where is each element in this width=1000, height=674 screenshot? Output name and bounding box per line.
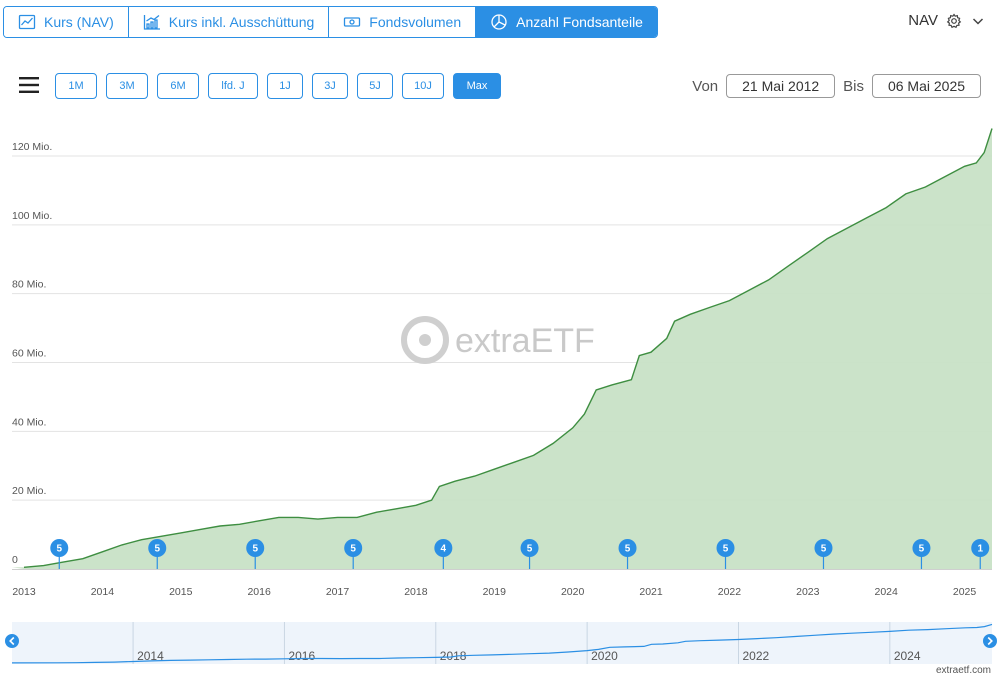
range-button-1j[interactable]: 1J xyxy=(267,73,303,99)
x-tick-label: 2016 xyxy=(247,586,271,598)
x-tick-label: 2013 xyxy=(12,586,36,598)
area-fill xyxy=(12,128,992,569)
navigator-series-line xyxy=(11,623,993,664)
range-button-3j[interactable]: 3J xyxy=(312,73,348,99)
navigator-left-handle[interactable] xyxy=(5,634,19,648)
x-tick-label: 2019 xyxy=(483,586,507,598)
tab-label: Kurs inkl. Ausschüttung xyxy=(168,14,315,30)
event-marker[interactable]: 5 xyxy=(344,539,363,569)
range-button-1m[interactable]: 1M xyxy=(55,73,97,99)
y-tick-label: 60 Mio. xyxy=(12,348,46,360)
event-marker-label: 5 xyxy=(350,544,356,555)
shares-outstanding-chart: 020 Mio.40 Mio.60 Mio.80 Mio.100 Mio.120… xyxy=(5,128,997,674)
range-selector: 1M 3M 6M lfd. J 1J 3J 5J 10J Max xyxy=(55,73,501,99)
event-marker[interactable]: 5 xyxy=(148,539,167,569)
date-range: Von 21 Mai 2012 Bis 06 Mai 2025 xyxy=(692,74,981,98)
event-marker-label: 5 xyxy=(723,544,729,555)
event-marker-label: 5 xyxy=(625,544,631,555)
x-tick-label: 2020 xyxy=(561,586,585,598)
event-marker[interactable]: 5 xyxy=(50,539,69,569)
event-marker[interactable]: 5 xyxy=(618,539,637,569)
y-tick-label: 0 xyxy=(12,554,18,566)
y-axis: 0 20 Mio. 40 Mio. 60 Mio. 80 Mio. 100 Mio. 120… xyxy=(12,141,52,566)
line-chart-icon xyxy=(18,14,36,30)
credit-text: extraetf.com xyxy=(936,665,991,674)
navigator-tick-label: 2018 xyxy=(440,649,467,663)
y-tick-label: 20 Mio. xyxy=(12,485,46,497)
watermark: extraETF xyxy=(455,322,595,360)
hamburger-menu-icon[interactable] xyxy=(19,76,39,94)
nav-selector-label: NAV xyxy=(908,12,938,29)
tab-label: Kurs (NAV) xyxy=(44,14,114,30)
from-label: Von xyxy=(692,77,719,95)
event-markers: 5 5 5 5 4 5 5 5 5 5 1 xyxy=(50,539,990,569)
x-tick-label: 2018 xyxy=(404,586,428,598)
tab-label: Fondsvolumen xyxy=(369,14,462,30)
from-date-input[interactable]: 21 Mai 2012 xyxy=(726,74,836,98)
tab-kurs-nav[interactable]: Kurs (NAV) xyxy=(4,7,129,37)
tab-fondsvolumen[interactable]: Fondsvolumen xyxy=(329,7,477,37)
event-marker-label: 4 xyxy=(441,544,447,555)
event-marker-label: 5 xyxy=(154,544,160,555)
event-marker[interactable]: 1 xyxy=(971,539,990,569)
navigator-tick-label: 2020 xyxy=(591,649,618,663)
range-button-3m[interactable]: 3M xyxy=(106,73,148,99)
to-date-input[interactable]: 06 Mai 2025 xyxy=(872,74,981,98)
navigator-tick-label: 2014 xyxy=(137,649,164,663)
x-tick-label: 2021 xyxy=(639,586,663,598)
x-tick-label: 2022 xyxy=(718,586,742,598)
event-marker-label: 1 xyxy=(977,544,983,555)
x-tick-label: 2025 xyxy=(953,586,977,598)
range-button-5j[interactable]: 5J xyxy=(357,73,393,99)
chevron-down-icon[interactable] xyxy=(970,13,986,29)
x-tick-label: 2024 xyxy=(875,586,899,598)
y-tick-label: 40 Mio. xyxy=(12,416,46,428)
chevron-right-icon xyxy=(987,636,993,646)
x-tick-label: 2014 xyxy=(91,586,115,598)
event-marker[interactable]: 5 xyxy=(716,539,735,569)
event-marker[interactable]: 5 xyxy=(912,539,931,569)
range-button-ytd[interactable]: lfd. J xyxy=(208,73,258,99)
event-marker-label: 5 xyxy=(252,544,258,555)
navigator-axis: 2014 2016 2018 2020 2022 2024 xyxy=(132,622,921,664)
navigator-tick-label: 2022 xyxy=(742,649,769,663)
x-tick-label: 2017 xyxy=(326,586,350,598)
event-marker[interactable]: 5 xyxy=(814,539,833,569)
y-tick-label: 80 Mio. xyxy=(12,279,46,291)
event-marker-label: 5 xyxy=(821,544,827,555)
bar-line-chart-icon xyxy=(143,14,160,30)
range-button-max[interactable]: Max xyxy=(453,73,501,99)
chevron-left-icon xyxy=(9,636,15,646)
event-marker[interactable]: 5 xyxy=(520,539,539,569)
x-axis: 2013 2014 2015 2016 2017 2018 2019 2020 2021 2022… xyxy=(12,586,976,598)
series-line xyxy=(23,128,993,568)
watermark-logo-icon xyxy=(401,316,449,364)
event-marker[interactable]: 4 xyxy=(434,539,453,569)
range-button-6m[interactable]: 6M xyxy=(157,73,199,99)
event-marker-label: 5 xyxy=(56,544,62,555)
y-tick-label: 100 Mio. xyxy=(12,210,52,222)
range-button-10j[interactable]: 10J xyxy=(402,73,444,99)
tab-label: Anzahl Fondsanteile xyxy=(516,14,643,30)
navigator-tick-label: 2016 xyxy=(288,649,315,663)
nav-selector[interactable]: NAV xyxy=(908,12,986,29)
tab-kurs-ausschuettung[interactable]: Kurs inkl. Ausschüttung xyxy=(128,7,330,37)
navigator-right-handle[interactable] xyxy=(983,634,997,648)
event-marker-label: 5 xyxy=(919,544,925,555)
event-marker-label: 5 xyxy=(527,544,533,555)
x-tick-label: 2023 xyxy=(796,586,820,598)
money-icon xyxy=(344,17,361,27)
tab-anzahl-fondsanteile[interactable]: Anzahl Fondsanteile xyxy=(476,7,657,37)
event-marker[interactable]: 5 xyxy=(246,539,265,569)
to-label: Bis xyxy=(843,77,864,95)
x-tick-label: 2015 xyxy=(169,586,193,598)
navigator-background[interactable] xyxy=(12,622,992,664)
pie-chart-icon xyxy=(491,14,507,30)
chart-type-tabs: Kurs (NAV) Kurs inkl. Ausschüttung Fonds… xyxy=(3,6,658,38)
navigator-tick-label: 2024 xyxy=(894,649,921,663)
y-tick-label: 120 Mio. xyxy=(12,141,52,153)
gear-icon[interactable] xyxy=(946,12,962,29)
